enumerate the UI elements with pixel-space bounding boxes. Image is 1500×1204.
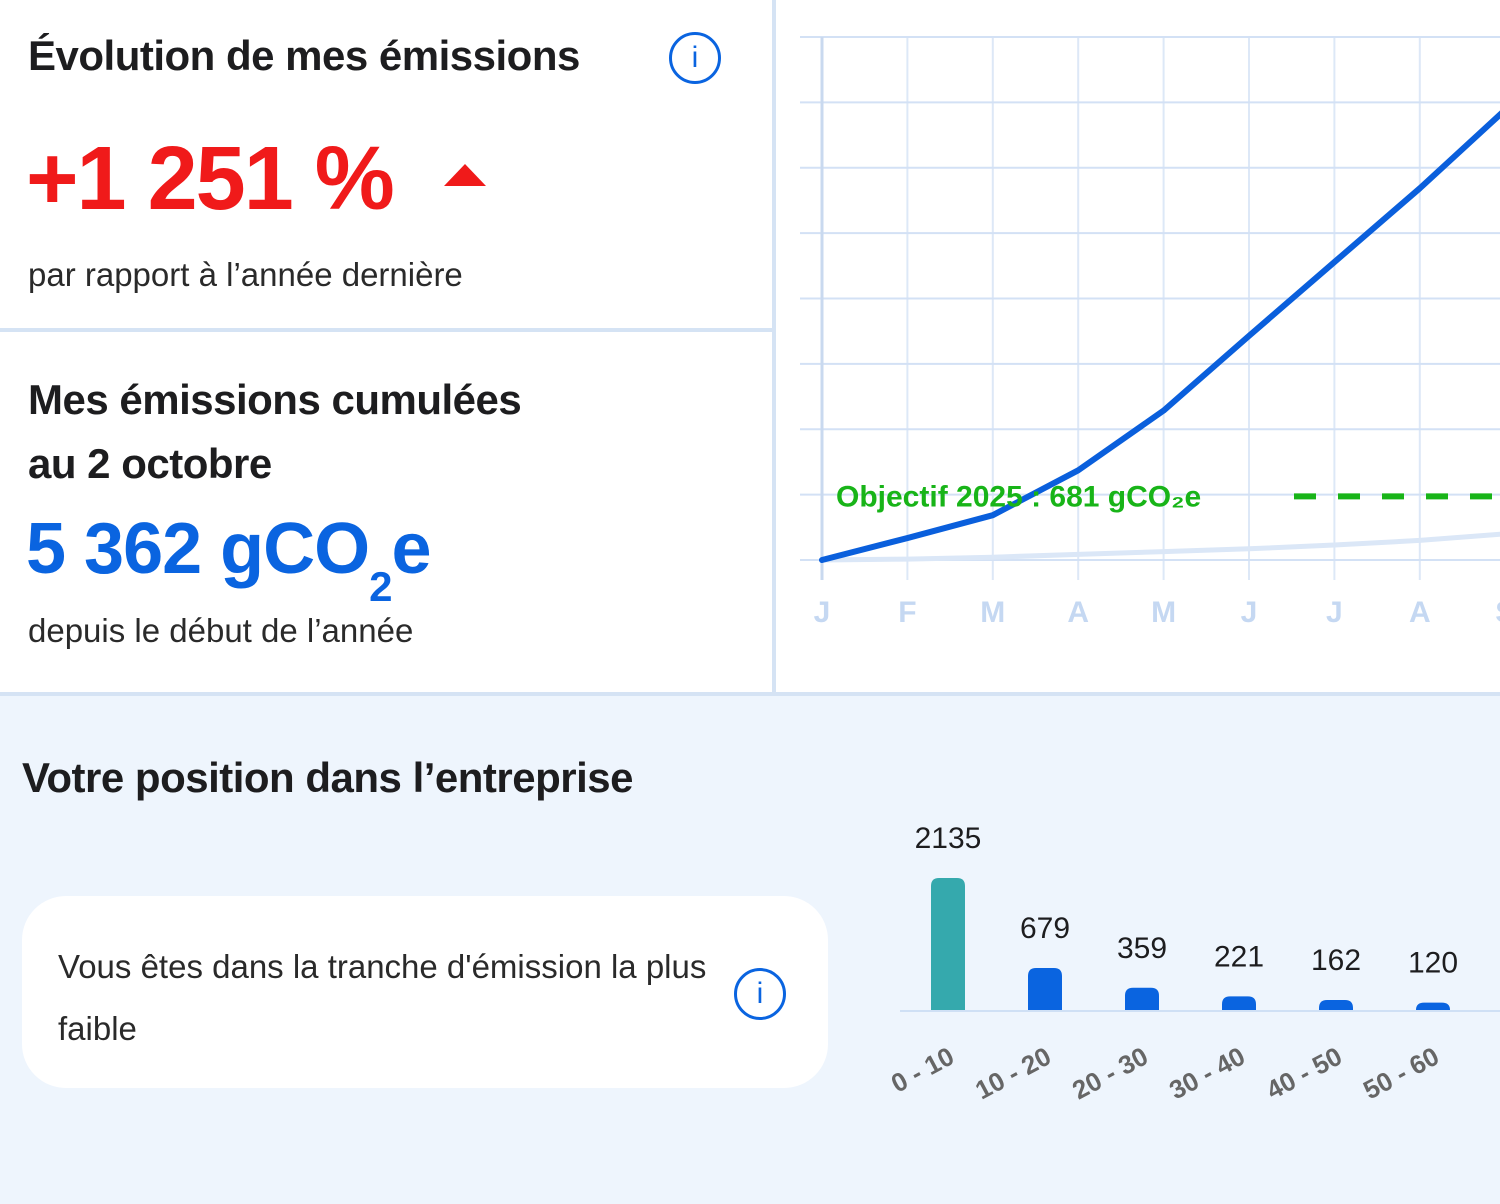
x-tick-label: 30 - 40 (1164, 1041, 1250, 1105)
up-arrow (444, 164, 486, 186)
bar-chart: 2135 0 - 10 679 10 - 20 359 20 - 30 221 30 - 40… (886, 822, 1500, 1105)
x-tick-label: J (814, 596, 831, 629)
evolution-title: Évolution de mes émissions (28, 32, 580, 79)
bar (931, 878, 965, 1010)
x-tick-label: A (1409, 596, 1431, 629)
bar (1125, 987, 1159, 1010)
cumulative-value: 5 362 gCO2e (26, 508, 432, 611)
info-icon[interactable]: i (734, 968, 786, 1020)
goal-annotation: Objectif 2025 : 681 gCO₂e (836, 480, 1201, 513)
position-card: Vous êtes dans la tranche d'émission la … (22, 896, 828, 1088)
position-title: Votre position dans l’entreprise (22, 754, 634, 801)
bar (1222, 996, 1256, 1010)
unit-sub: 2 (369, 563, 392, 610)
x-tick-label: M (980, 596, 1005, 629)
change-value: +1 251 % (26, 129, 395, 229)
mid-left-panel (0, 332, 776, 692)
unit-end: e (391, 509, 432, 589)
value-label: 679 (1020, 912, 1070, 945)
bar (1319, 999, 1353, 1010)
line-chart: J F M A M J J A S Objectif 2025 : 681 gCO₂e (800, 36, 1500, 629)
x-tick-label: M (1151, 596, 1176, 629)
x-tick-label: J (1241, 596, 1258, 629)
x-tick-label: A (1067, 596, 1089, 629)
x-tick-label: S (1495, 596, 1500, 629)
value-label: 162 (1311, 944, 1361, 977)
series-line (819, 110, 1500, 563)
x-tick-label: 20 - 30 (1067, 1041, 1153, 1105)
cumulative-title: au 2 octobre (28, 440, 272, 487)
value-label: 2135 (915, 822, 982, 855)
cumulative-title: Mes émissions cumulées (28, 376, 522, 423)
bar (1028, 968, 1062, 1010)
top-left-panel (0, 0, 776, 332)
value-label: 120 (1408, 947, 1458, 980)
bar (1416, 1002, 1450, 1010)
x-tick-label: 50 - 60 (1358, 1041, 1444, 1105)
x-tick-label: F (898, 596, 916, 629)
card-text: Vous êtes dans la tranche d'émission la … (58, 948, 707, 1047)
value-label: 359 (1117, 932, 1167, 965)
value-label: 221 (1214, 940, 1264, 973)
amount: 5 362 gCO (26, 509, 370, 589)
x-tick-label: 10 - 20 (970, 1041, 1056, 1105)
x-tick-label: 40 - 50 (1261, 1041, 1347, 1105)
x-tick-label: 0 - 10 (886, 1041, 959, 1099)
change-caption: par rapport à l’année dernière (28, 256, 463, 293)
info-icon[interactable]: i (669, 32, 721, 84)
x-tick-label: J (1326, 596, 1343, 629)
series-line (819, 531, 1500, 563)
cumulative-caption: depuis le début de l’année (28, 612, 414, 649)
